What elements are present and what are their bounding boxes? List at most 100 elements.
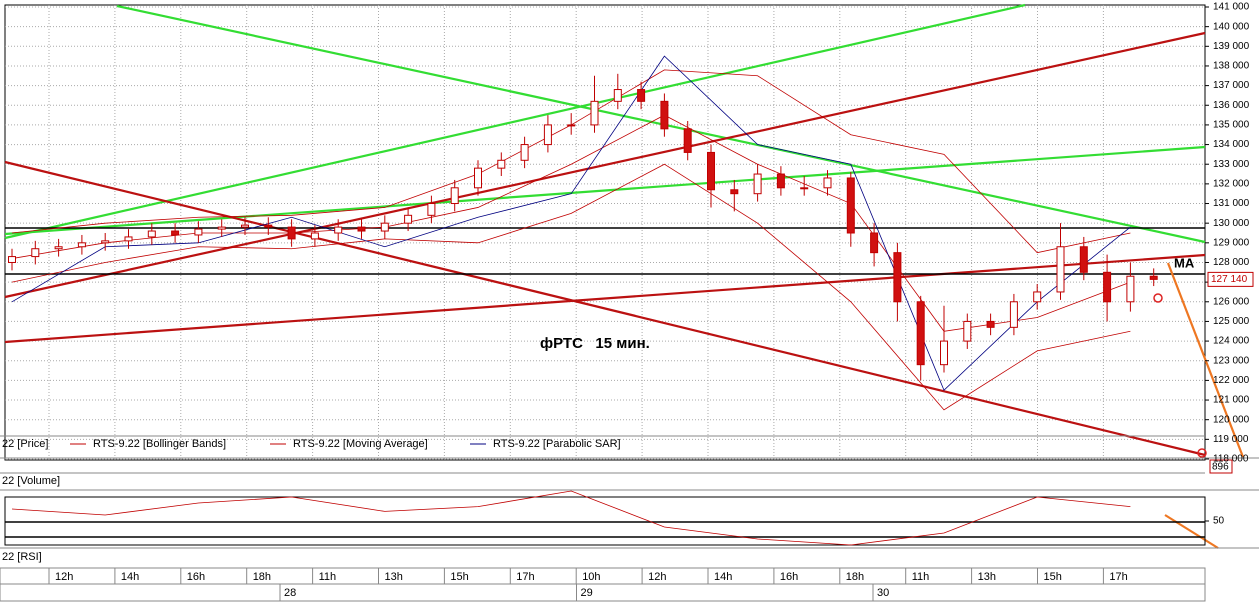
candle-body — [287, 226, 296, 240]
y-tick-label: 123 000 — [1213, 355, 1250, 366]
arrow — [1164, 514, 1219, 549]
trend-line — [4, 31, 1206, 299]
marker — [1197, 448, 1207, 458]
candle-body — [870, 232, 879, 254]
candle-body — [8, 256, 16, 263]
x-tick-label: 15h — [1044, 571, 1062, 583]
x-tick-label: 14h — [121, 571, 139, 583]
candle-body — [683, 128, 692, 153]
x-tick-label: 14h — [714, 571, 732, 583]
candle-body — [730, 189, 739, 195]
candle-body — [241, 224, 249, 228]
panel-title: 22 [Volume] — [2, 475, 60, 487]
candle-body — [497, 159, 506, 169]
candle-body — [707, 151, 715, 191]
legend: RTS-9.22 [Bollinger Bands] RTS-9.22 [Movi… — [70, 438, 621, 450]
candle-body — [753, 173, 762, 195]
candle-body — [31, 248, 40, 258]
y-tick-label: 132 000 — [1213, 179, 1250, 190]
bollinger-lower — [11, 163, 1131, 411]
y-tick-label: 138 000 — [1213, 61, 1250, 72]
candle-body — [963, 320, 972, 342]
rsi-line — [11, 490, 1131, 546]
candle-body — [1149, 275, 1158, 280]
candle-body — [776, 173, 785, 189]
arrow — [1166, 262, 1245, 458]
volume-label: 896 — [1212, 462, 1229, 473]
candle-body — [427, 203, 436, 216]
x-tick-label: 15h — [450, 571, 468, 583]
candle-body — [1079, 246, 1088, 273]
candle-body — [800, 187, 809, 190]
candle-body — [1056, 246, 1065, 293]
legend-label: RTS-9.22 [Bollinger Bands] — [93, 438, 226, 450]
ma-label: MA — [1174, 255, 1195, 270]
candle-body — [380, 222, 389, 232]
candle-body — [916, 301, 925, 366]
x-tick-label: 12h — [55, 571, 73, 583]
annotation: фРТС 15 мин. — [540, 335, 650, 352]
marker — [1153, 293, 1163, 303]
y-tick-label: 119 000 — [1213, 434, 1249, 445]
candle-body — [1126, 275, 1135, 303]
candle-body — [660, 100, 669, 130]
y-tick-label: 128 000 — [1213, 257, 1250, 268]
candle-body — [194, 228, 203, 236]
y-tick-label: 121 000 — [1213, 395, 1250, 406]
y-tick-label: 50 — [1213, 516, 1225, 527]
legend-label: 22 [Price] — [2, 438, 48, 450]
candle-body — [171, 230, 180, 236]
bollinger-upper — [11, 69, 1131, 254]
x-tick-label: 11h — [319, 571, 337, 583]
candle-body — [404, 214, 413, 224]
legend-label: RTS-9.22 [Parabolic SAR] — [493, 438, 621, 450]
y-tick-label: 130 000 — [1213, 218, 1250, 229]
x-tick-label: 12h — [648, 571, 666, 583]
candle-body — [543, 124, 552, 146]
y-tick-label: 137 000 — [1213, 80, 1250, 91]
price-tag-label: 127 140 — [1211, 274, 1248, 285]
candle-body — [124, 236, 133, 242]
x-tick-label: 18h — [253, 571, 271, 583]
y-tick-label: 126 000 — [1213, 296, 1250, 307]
candle-body — [940, 340, 948, 366]
y-tick-label: 129 000 — [1213, 237, 1250, 248]
legend-label: RTS-9.22 [Moving Average] — [293, 438, 428, 450]
candle-body — [1103, 271, 1112, 303]
y-tick-label: 131 000 — [1213, 198, 1250, 209]
y-tick-label: 124 000 — [1213, 336, 1250, 347]
candle-body — [637, 89, 646, 102]
x-tick-label: 13h — [978, 571, 996, 583]
candle-body — [986, 320, 995, 328]
candle-body — [147, 230, 156, 238]
candle-body — [357, 226, 366, 232]
x-tick-label: 17h — [1109, 571, 1127, 583]
candle-body — [567, 124, 576, 127]
rsi: 50 — [11, 490, 1225, 546]
trend-line — [4, 3, 1026, 240]
candle-body — [334, 226, 343, 234]
candle-body — [77, 242, 86, 248]
volume-tag — [1209, 459, 1233, 474]
candle-body — [54, 246, 63, 250]
y-tick-label: 134 000 — [1213, 139, 1250, 150]
x-tick-label: 18h — [846, 571, 864, 583]
y-tick-label: 136 000 — [1213, 100, 1250, 111]
panel-title: 22 [RSI] — [2, 551, 42, 563]
candle-body — [846, 177, 855, 234]
y-tick-label: 122 000 — [1213, 375, 1250, 386]
trend-lines — [4, 3, 1245, 549]
y-tick-label: 118 000 — [1213, 454, 1249, 465]
candle-body — [613, 89, 622, 102]
candle-body — [1009, 301, 1018, 328]
candle-body — [217, 226, 226, 230]
x-tick-label: 16h — [187, 571, 205, 583]
plot — [8, 55, 1158, 411]
candle-body — [520, 144, 529, 161]
candle-body — [893, 252, 902, 303]
candle-body — [310, 232, 319, 240]
y-tick-label: 135 000 — [1213, 120, 1250, 131]
y-tick-label: 120 000 — [1213, 414, 1250, 425]
y-tick-label: 133 000 — [1213, 159, 1250, 170]
